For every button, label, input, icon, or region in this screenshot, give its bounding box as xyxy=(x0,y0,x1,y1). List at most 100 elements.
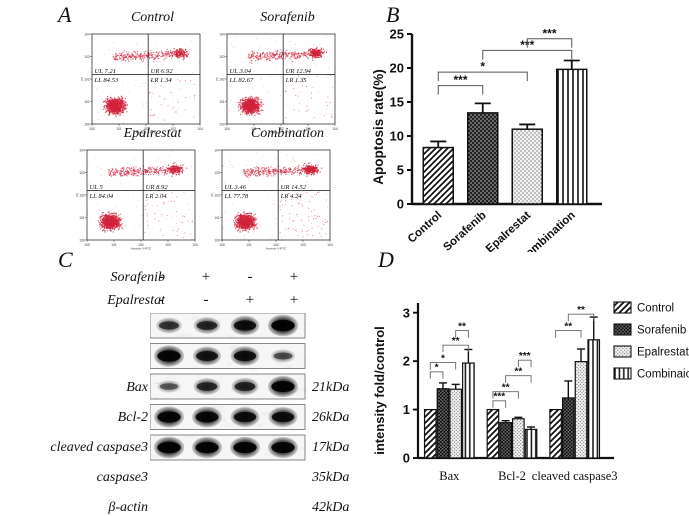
panel-d-legend-item: Sorafenib xyxy=(614,324,686,337)
blot-strip xyxy=(150,313,309,340)
panel-d-bar xyxy=(425,410,437,458)
panel-d-legend-item: Combinaion xyxy=(614,368,689,381)
panel-d-significance: ** xyxy=(506,366,531,382)
fcs-quadrant-lr: LR 1.34 xyxy=(150,77,173,84)
svg-text:102: 102 xyxy=(84,77,90,81)
svg-text:100: 100 xyxy=(89,127,95,131)
panel-b-bar xyxy=(512,129,542,204)
svg-text:103: 103 xyxy=(305,127,311,131)
fcs-quadrant-ur: UR 8.92 xyxy=(146,184,169,191)
panel-b-significance: * xyxy=(438,60,527,82)
blot-condition-label-sorafenib: Sorafenib xyxy=(35,270,165,286)
panel-d-legend-label: Combinaion xyxy=(637,369,689,381)
blot-condition-label-epalrestat: Epalrestat xyxy=(35,293,165,309)
svg-text:101: 101 xyxy=(79,216,85,220)
svg-text:101: 101 xyxy=(84,100,90,104)
panel-d-significance: ** xyxy=(556,321,581,337)
svg-text:Annexin V-FITC: Annexin V-FITC xyxy=(131,247,151,251)
svg-text:PI: PI xyxy=(76,193,80,196)
svg-text:103: 103 xyxy=(165,243,171,247)
panel-b-ytick: 25 xyxy=(390,27,404,42)
fcs-quadrant-ll: LL 82.67 xyxy=(229,77,254,84)
blot-strip xyxy=(150,435,308,462)
svg-text:104: 104 xyxy=(192,243,198,247)
panel-d-significance: *** xyxy=(518,351,531,367)
panel-b-ylabel: Apoptosis rate(%) xyxy=(372,69,386,185)
svg-text:100: 100 xyxy=(84,122,90,126)
panel-d-ylabel: intensity fold/control xyxy=(372,326,387,455)
blot-label-bax: Bax xyxy=(20,380,148,396)
panel-d-bar xyxy=(513,419,525,458)
panel-d-significance: ** xyxy=(568,305,593,321)
panel-b-bar xyxy=(423,148,453,204)
panel-b-ytick: 20 xyxy=(390,61,404,76)
sign-sorafenib-lane1: - xyxy=(150,269,172,286)
panel-d-ytick: 0 xyxy=(403,451,410,466)
svg-text:101: 101 xyxy=(251,127,257,131)
svg-text:100: 100 xyxy=(224,127,230,131)
fcs-quadrant-ur: UR 6.92 xyxy=(151,68,174,75)
panel-d-bar xyxy=(487,410,499,458)
svg-text:101: 101 xyxy=(111,243,117,247)
svg-text:Annexin V-FITC: Annexin V-FITC xyxy=(136,131,156,135)
svg-text:104: 104 xyxy=(197,127,203,131)
panel-d-ytick: 2 xyxy=(403,354,410,369)
sign-epalrestat-lane3: + xyxy=(239,292,261,309)
mw-label-beta-actin: 42kDa xyxy=(312,500,349,516)
panel-d-xtick: cleaved caspase3 xyxy=(532,469,618,483)
sign-sorafenib-lane4: + xyxy=(283,269,305,286)
panel-b-ytick: 0 xyxy=(397,197,404,212)
panel-d-legend-item: Control xyxy=(614,302,674,315)
mw-label-bax: 21kDa xyxy=(312,380,349,396)
panel-letter-d: D xyxy=(378,247,394,273)
fcs-title-sorafenib: Sorafenib xyxy=(225,10,350,26)
panel-d-ytick: 1 xyxy=(403,402,410,417)
fcs-quadrant-ul: UL 5 xyxy=(90,184,104,191)
svg-text:103: 103 xyxy=(170,127,176,131)
fcs-quadrant-lr: LR 2.04 xyxy=(145,193,168,200)
sign-epalrestat-lane2: - xyxy=(195,292,217,309)
blot-strip xyxy=(150,405,305,434)
panel-d-ytick: 3 xyxy=(403,305,410,320)
svg-text:103: 103 xyxy=(79,171,85,175)
panel-d-legend-label: Epalrestat xyxy=(637,347,689,359)
svg-text:103: 103 xyxy=(84,55,90,59)
panel-b-bar xyxy=(468,113,498,204)
blot-label-caspase3: caspase3 xyxy=(20,470,148,486)
svg-text:102: 102 xyxy=(79,193,85,197)
panel-b-xtick: Sorafenib xyxy=(441,209,488,252)
sign-epalrestat-lane4: + xyxy=(283,292,305,309)
panel-d-bar xyxy=(525,429,537,458)
fcs-title-control: Control xyxy=(95,10,210,26)
blot-label-beta-actin: β-actin xyxy=(20,500,148,516)
panel-b-xtick: Control xyxy=(406,209,444,245)
svg-text:101: 101 xyxy=(219,100,225,104)
figure-canvas: A Control Sorafenib Epalrestat Combinati… xyxy=(0,0,689,502)
panel-d-bar xyxy=(463,363,475,458)
panel-d-legend-label: Sorafenib xyxy=(637,325,686,337)
sign-sorafenib-lane3: - xyxy=(239,269,261,286)
svg-text:102: 102 xyxy=(219,77,225,81)
panel-letter-a: A xyxy=(58,2,71,28)
svg-text:104: 104 xyxy=(79,148,85,152)
fcs-quadrant-ur: UR 12.94 xyxy=(286,68,312,75)
fcs-quadrant-ul: UL 3.04 xyxy=(230,68,252,75)
panel-d-bar xyxy=(450,389,462,458)
svg-text:100: 100 xyxy=(79,238,85,242)
panel-d-bar xyxy=(588,340,600,458)
blot-label-bcl2: Bcl-2 xyxy=(20,410,148,426)
panel-d-bar xyxy=(550,410,562,458)
svg-text:100: 100 xyxy=(84,243,90,247)
fcs-quadrant-lr: LR 4.24 xyxy=(280,193,303,200)
svg-text:PI: PI xyxy=(81,77,85,80)
panel-b-significance: *** xyxy=(438,73,483,95)
mw-label-cleaved-caspase3: 17kDa xyxy=(312,440,349,456)
panel-b-xtick: Epalrestat xyxy=(484,209,533,252)
panel-d-significance: *** xyxy=(493,392,506,408)
fcs-quadrant-ll: LL 77.78 xyxy=(224,193,249,200)
svg-text:100: 100 xyxy=(219,122,225,126)
svg-text:103: 103 xyxy=(219,55,225,59)
svg-text:104: 104 xyxy=(84,32,90,36)
fcs-quadrant-lr: LR 1.35 xyxy=(285,77,308,84)
